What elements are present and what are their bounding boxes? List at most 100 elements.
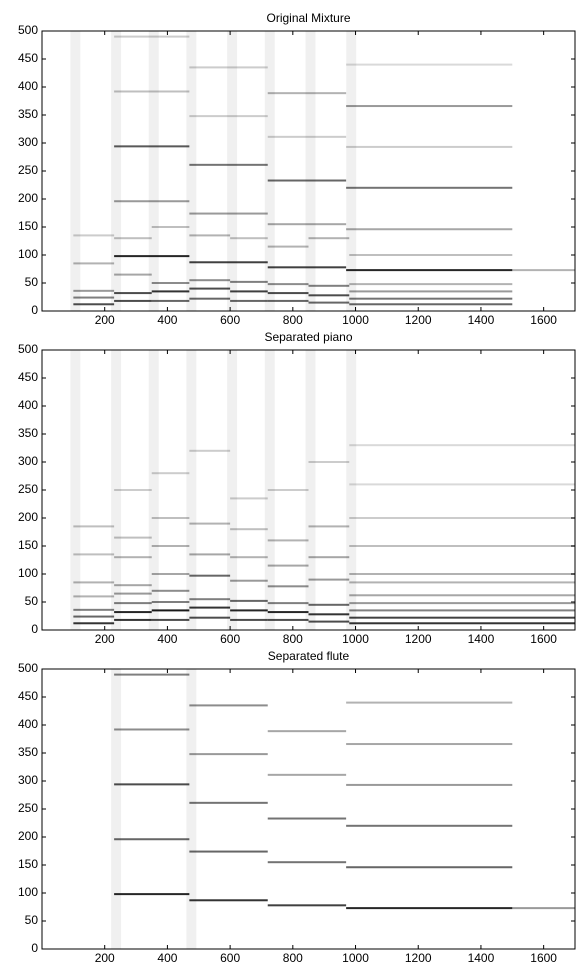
onset-band [346,350,357,630]
y-tick-label: 200 [18,191,38,205]
y-tick-label: 450 [18,689,38,703]
harmonic [267,283,309,286]
harmonic [114,618,152,621]
harmonic [189,598,231,601]
x-tick-label: 1200 [405,632,432,646]
harmonic [346,866,513,869]
harmonic [230,579,268,582]
harmonic [114,611,152,614]
y-tick-label: 350 [18,426,38,440]
harmonic [189,850,268,853]
y-tick-label: 150 [18,857,38,871]
y-tick-label: 500 [18,342,38,356]
x-tick-label: 400 [157,632,177,646]
harmonic [151,589,190,592]
x-tick-label: 1400 [468,313,495,327]
y-tick-label: 0 [31,622,38,636]
harmonic [114,783,190,786]
harmonic [308,284,350,287]
harmonic [189,801,268,804]
onset-band [227,31,238,311]
harmonic [151,618,190,621]
harmonic [230,280,268,283]
harmonic [349,602,575,605]
plot-area [42,350,575,630]
harmonic [189,163,268,166]
harmonic [189,522,231,525]
harmonic [114,536,152,539]
harmonic [114,592,152,595]
onset-band [227,350,238,630]
harmonic [230,618,268,621]
harmonic [114,292,152,295]
harmonic [114,728,190,731]
y-tick-label: 200 [18,829,38,843]
harmonic [73,303,115,306]
onset-band [186,350,197,630]
x-tick-label: 1400 [468,951,495,963]
harmonic [267,611,309,614]
y-tick-label: 250 [18,801,38,815]
onset-band [111,350,122,630]
harmonic [114,893,190,896]
harmonic [349,290,513,293]
y-tick-label: 500 [18,661,38,675]
x-tick-label: 200 [95,632,115,646]
harmonic [189,574,231,577]
x-tick-label: 400 [157,313,177,327]
harmonic [114,584,152,587]
x-tick-label: 800 [283,313,303,327]
onset-band [305,31,316,311]
harmonic [349,283,513,286]
harmonic [346,145,513,148]
onset-band [111,31,122,311]
harmonic [267,585,309,588]
harmonic [308,294,350,297]
harmonic [189,704,268,707]
onset-band [346,31,357,311]
onset-band [70,350,81,630]
y-tick-label: 50 [25,594,39,608]
y-tick-label: 300 [18,135,38,149]
x-tick-label: 800 [283,632,303,646]
harmonic [349,517,575,519]
harmonic [349,444,575,447]
harmonic [73,525,115,528]
harmonic [230,599,268,602]
harmonic [189,66,268,69]
y-tick-label: 450 [18,51,38,65]
x-tick-label: 1600 [530,313,557,327]
harmonic [114,35,190,38]
harmonic [73,581,115,584]
x-tick-label: 1200 [405,313,432,327]
harmonic [308,461,350,463]
harmonic [349,622,575,625]
harmonic [189,606,231,609]
harmonic [349,297,513,300]
onset-band [70,31,81,311]
harmonic [73,296,115,299]
x-tick-label: 1400 [468,632,495,646]
harmonic [189,279,231,282]
harmonic [189,212,268,215]
harmonic [114,673,190,676]
harmonic [308,556,350,559]
harmonic [267,817,347,820]
harmonic [267,730,347,733]
harmonic [267,299,309,302]
harmonic [114,489,152,491]
harmonic [346,907,513,910]
harmonic [73,595,115,598]
harmonic [151,609,190,612]
y-tick-label: 250 [18,482,38,496]
x-tick-label: 800 [283,951,303,963]
x-tick-label: 400 [157,951,177,963]
y-tick-label: 0 [31,941,38,955]
harmonic [308,301,350,304]
harmonic [114,200,190,203]
harmonic [512,907,575,910]
x-tick-label: 1600 [530,632,557,646]
harmonic [346,824,513,827]
